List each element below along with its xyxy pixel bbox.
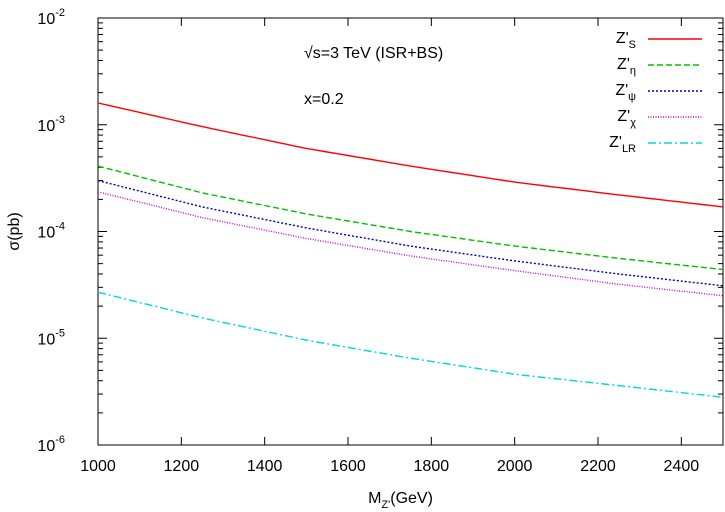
y-tick-label: 10-6 [37,434,65,455]
x-tick-label: 2400 [664,458,700,475]
y-tick-label: 10-2 [37,7,65,28]
y-tick-base: 10 [37,438,55,455]
x-tick-label: 1200 [164,458,200,475]
legend-label-0: Z'S [616,30,636,51]
y-tick-label: 10-5 [37,327,65,348]
y-tick-base: 10 [37,11,55,28]
legend-label-2: Z'ψ [615,82,636,103]
series-line-3 [98,192,723,296]
legend-name: Z' [616,30,629,47]
series-line-4 [98,292,723,397]
legend-sub: ψ [628,91,636,103]
y-tick-base: 10 [37,118,55,135]
x-tick-label: 1400 [247,458,283,475]
legend: Z'SZ'ηZ'ψZ'χZ'LR [609,30,702,155]
y-tick-base: 10 [37,225,55,242]
annotation-energy: √s=3 TeV (ISR+BS) [304,45,443,62]
legend-name: Z' [617,56,630,73]
y-tick-base: 10 [37,331,55,348]
y-tick-label: 10-3 [37,114,65,135]
x-tick-label: 2200 [580,458,616,475]
legend-name: Z' [615,82,628,99]
x-tick-label: 1600 [330,458,366,475]
y-tick-exponent: -3 [55,114,65,126]
x-axis-label-unit: (GeV) [390,490,433,507]
legend-sub: S [629,39,636,51]
chart-labels: 1000 1200 1400 1600 1800 2000 2200 240010-210-3… [6,7,699,511]
legend-label-4: Z'LR [609,134,636,155]
series-line-1 [98,166,723,270]
y-tick-exponent: -5 [55,327,65,339]
y-tick-exponent: -6 [55,434,65,446]
x-tick-label: 1800 [414,458,450,475]
x-axis-label-sub: Z' [381,499,390,511]
legend-sub: η [630,65,636,77]
x-axis-label: MZ'(GeV) [368,490,433,511]
y-tick-label: 10-4 [37,221,65,242]
legend-sub: LR [622,143,636,155]
legend-name: Z' [609,134,622,151]
legend-label-1: Z'η [617,56,636,77]
annotation-x: x=0.2 [304,91,344,108]
y-tick-exponent: -2 [55,7,65,19]
legend-label-3: Z'χ [617,108,636,129]
y-axis-label: σ(pb) [6,212,23,250]
x-axis-label-main: M [368,490,381,507]
legend-sub: χ [630,117,636,129]
x-tick-label: 2000 [497,458,533,475]
x-tick-label: 1000 [80,458,116,475]
y-tick-exponent: -4 [55,221,65,233]
legend-name: Z' [617,108,630,125]
